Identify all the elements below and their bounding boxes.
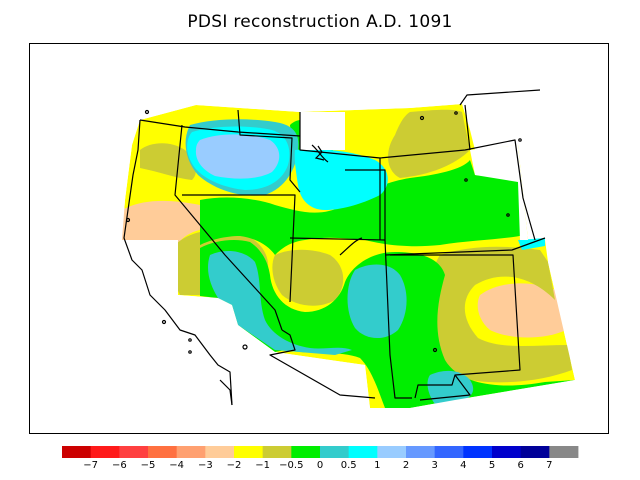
colorado-border xyxy=(384,239,412,399)
map-title: PDSI reconstruction A.D. 1091 xyxy=(187,12,453,32)
colorbar-tick-label: 4 xyxy=(460,460,466,471)
colorbar-swatch xyxy=(262,446,292,458)
colorbar-swatch xyxy=(234,446,264,458)
lake-dot-10 xyxy=(242,344,248,350)
colorbar-swatch xyxy=(406,446,436,458)
oregon-idaho-north xyxy=(139,119,301,137)
colorbar-tick-label: −7 xyxy=(83,460,98,471)
region-teal-west xyxy=(207,250,352,355)
north-dakota-east xyxy=(464,104,471,151)
colorbar-tick-label: 1 xyxy=(374,460,380,471)
colorbar-tick-label: 2 xyxy=(403,460,409,471)
colorbar-swatch xyxy=(62,446,92,458)
colorbar-swatch xyxy=(434,446,464,458)
yellowstone-lake xyxy=(314,145,325,161)
region-cyan-center xyxy=(294,149,388,210)
region-olive-4 xyxy=(429,246,572,383)
colorbar-swatches xyxy=(62,446,579,458)
colorbar-tick-label: −6 xyxy=(112,460,127,471)
region-olive-3 xyxy=(388,109,470,178)
colorbar-swatch xyxy=(119,446,149,458)
utah-borders xyxy=(289,169,386,241)
colorbar-tick-label: 7 xyxy=(546,460,552,471)
mask-east-white xyxy=(470,145,528,240)
lake-dot-3 xyxy=(454,111,458,115)
mask-top-left xyxy=(31,45,608,240)
lake-dot-8 xyxy=(188,338,192,342)
lake-dot-1 xyxy=(144,109,150,115)
baja-line xyxy=(219,379,233,406)
region-olive-1 xyxy=(140,143,196,180)
dakota-nebraska xyxy=(459,89,541,106)
lake-dot-11 xyxy=(188,350,192,354)
state-boundaries xyxy=(123,89,546,406)
mask-ne-gap xyxy=(300,112,345,150)
region-peach-east xyxy=(477,283,566,338)
wyoming-montana xyxy=(299,112,381,240)
colorbar-swatch xyxy=(348,446,378,458)
mask-sw-ocean xyxy=(122,240,178,300)
region-lightblue xyxy=(195,134,280,179)
lake-dot-6 xyxy=(518,138,522,142)
lake-dot-12 xyxy=(125,217,131,223)
colorbar-swatch xyxy=(90,446,120,458)
colorbar-swatch xyxy=(148,446,178,458)
texas-border xyxy=(419,374,471,401)
colorbar-tick-label: 3 xyxy=(431,460,437,471)
lake-dot-5 xyxy=(464,178,468,182)
idaho-border xyxy=(237,109,301,193)
colorbar-swatch xyxy=(463,446,493,458)
region-green-central xyxy=(200,160,525,255)
colorbar-swatch xyxy=(377,446,407,458)
colorbar-swatch xyxy=(492,446,522,458)
lakes xyxy=(125,109,522,354)
lake-dot-9 xyxy=(161,319,167,325)
mask-northeast-box xyxy=(470,104,608,150)
lake-dot-2 xyxy=(419,115,425,121)
colorbar-swatch xyxy=(549,446,579,458)
colorbar-swatch xyxy=(176,446,206,458)
colorbar-swatch xyxy=(205,446,235,458)
colorbar-labels: −7 −6 −5 −4 −3 −2 −1 −0.5 0 0.5 1 2 3 4 5 6 7 xyxy=(83,460,552,471)
colorbar-swatch xyxy=(291,446,321,458)
colorbar-tick-label: −5 xyxy=(141,460,156,471)
colorbar-tick-label: −2 xyxy=(227,460,242,471)
colorbar-tick-label: 0 xyxy=(317,460,323,471)
colorbar-tick-label: 0.5 xyxy=(341,460,357,471)
colorbar-tick-label: −1 xyxy=(255,460,270,471)
colorbar-swatch xyxy=(520,446,550,458)
colorbar-swatch xyxy=(320,446,350,458)
great-salt-lake xyxy=(339,237,363,256)
outside-mask xyxy=(31,45,608,432)
coast-west xyxy=(123,119,233,406)
colorbar-tick-label: −4 xyxy=(169,460,184,471)
contour-fills xyxy=(122,104,575,408)
colorbar-tick-label: 5 xyxy=(489,460,495,471)
colorado-east xyxy=(384,237,546,256)
arizona-border xyxy=(269,329,376,399)
lake-dot-7 xyxy=(432,347,438,353)
nevada-east xyxy=(182,194,296,303)
montana-dakota xyxy=(379,139,536,241)
region-teal-central xyxy=(347,264,407,339)
colorbar-tick-label: −3 xyxy=(198,460,213,471)
colorbar-tick-label: −0.5 xyxy=(279,460,303,471)
lake-dot-4 xyxy=(506,213,510,217)
mask-right xyxy=(548,262,608,380)
colorbar-tick-label: 6 xyxy=(517,460,523,471)
nevada-west xyxy=(174,124,283,331)
